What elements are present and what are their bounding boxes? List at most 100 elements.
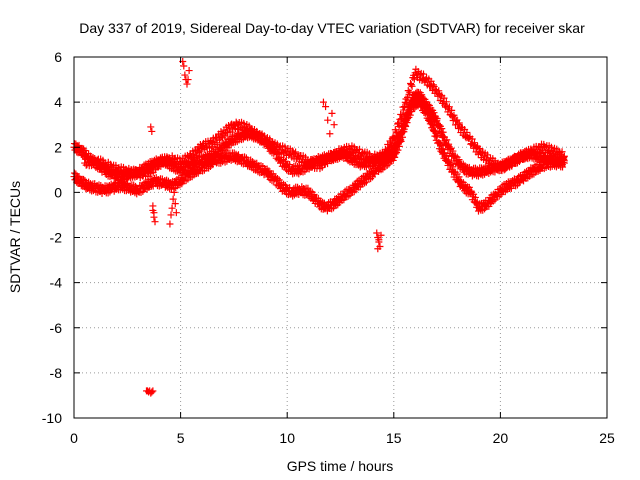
interpolated-markers xyxy=(359,148,376,166)
interpolated-markers xyxy=(237,126,252,144)
data-point xyxy=(185,67,193,75)
data-point xyxy=(147,123,155,131)
interpolated-markers xyxy=(497,156,514,175)
data-point xyxy=(560,152,568,160)
interpolated-markers xyxy=(152,174,167,190)
data-point xyxy=(183,80,191,88)
data-point xyxy=(181,71,189,79)
x-tick-label: 10 xyxy=(279,430,295,446)
interpolated-markers xyxy=(365,163,380,183)
data-point xyxy=(171,200,179,208)
y-tick-label: 2 xyxy=(54,139,62,155)
data-point xyxy=(184,76,192,84)
interpolated-markers xyxy=(160,176,175,193)
data-point xyxy=(148,127,156,135)
data-points xyxy=(70,58,568,397)
data-point xyxy=(374,245,382,253)
interpolated-markers xyxy=(113,163,131,179)
data-point xyxy=(172,209,180,217)
interpolated-markers xyxy=(280,156,295,176)
interpolated-markers xyxy=(508,149,525,170)
data-point xyxy=(400,103,408,111)
x-axis-label: GPS time / hours xyxy=(287,458,394,474)
interpolated-markers xyxy=(81,154,99,170)
interpolated-markers xyxy=(348,142,365,160)
interpolated-markers xyxy=(510,171,525,190)
interpolated-markers xyxy=(397,115,410,145)
y-tick-label: -8 xyxy=(50,365,63,381)
cluster-points xyxy=(179,58,193,88)
interpolated-markers xyxy=(199,137,216,154)
interpolated-markers xyxy=(284,144,301,163)
data-point xyxy=(560,159,568,167)
y-tick-label: -10 xyxy=(42,410,62,426)
interpolated-markers xyxy=(550,144,568,163)
interpolated-markers xyxy=(135,165,152,182)
interpolated-markers xyxy=(263,134,280,154)
y-tick-label: 6 xyxy=(54,49,62,65)
data-point xyxy=(330,121,338,129)
interpolated-markers xyxy=(288,162,303,178)
interpolated-markers xyxy=(126,181,141,198)
data-point xyxy=(148,388,156,396)
interpolated-markers xyxy=(188,141,205,162)
interpolated-markers xyxy=(280,180,295,199)
interpolated-markers xyxy=(544,155,559,171)
interpolated-markers xyxy=(83,178,99,195)
interpolated-markers xyxy=(231,118,248,134)
interpolated-markers xyxy=(228,149,244,166)
y-axis-label: SDTVAR / TECUs xyxy=(7,181,23,293)
interpolated-markers xyxy=(241,120,258,140)
y-tick-label: 0 xyxy=(54,184,62,200)
interpolated-markers xyxy=(297,183,312,199)
chart-title: Day 337 of 2019, Sidereal Day-to-day VTE… xyxy=(79,20,585,36)
interpolated-markers xyxy=(435,121,449,146)
interpolated-markers xyxy=(435,139,449,162)
interpolated-markers xyxy=(476,145,493,168)
interpolated-markers xyxy=(465,133,482,158)
cluster-points xyxy=(166,188,180,228)
series-sdtvar-band-3 xyxy=(81,65,568,182)
data-point xyxy=(319,98,327,106)
data-point xyxy=(375,236,383,244)
interpolated-markers xyxy=(177,169,193,188)
data-point xyxy=(149,387,157,395)
grid-lines xyxy=(74,57,607,418)
data-point xyxy=(150,209,158,217)
interpolated-markers xyxy=(322,198,337,215)
interpolated-markers xyxy=(100,180,116,197)
data-point xyxy=(169,195,177,203)
x-tick-label: 5 xyxy=(177,430,185,446)
interpolated-markers xyxy=(450,168,465,191)
plot-frame xyxy=(73,56,608,419)
y-tick-label: -6 xyxy=(50,320,63,336)
data-point xyxy=(326,130,334,138)
interpolated-markers xyxy=(271,173,286,195)
axis-ticks: 0 5 10 15 20 25 -10 -8 -6 -4 -2 0 2 4 6 xyxy=(42,49,615,446)
data-point xyxy=(151,218,159,226)
interpolated-markers xyxy=(316,153,333,173)
interpolated-markers xyxy=(273,140,290,159)
interpolated-markers xyxy=(476,162,491,179)
data-point xyxy=(167,211,175,219)
interpolated-markers xyxy=(118,178,133,195)
y-tick-label: -4 xyxy=(50,275,63,291)
x-tick-label: 0 xyxy=(70,430,78,446)
interpolated-markers xyxy=(103,158,120,176)
cluster-points xyxy=(147,123,159,226)
interpolated-markers xyxy=(518,145,536,164)
data-point xyxy=(168,204,176,212)
data-point xyxy=(322,103,330,111)
interpolated-markers xyxy=(535,158,551,175)
data-point xyxy=(170,188,178,196)
x-tick-label: 20 xyxy=(493,430,509,446)
x-tick-label: 15 xyxy=(386,430,402,446)
data-point xyxy=(149,202,157,210)
series-sdtvar-band-2 xyxy=(70,95,568,215)
interpolated-markers xyxy=(252,127,269,146)
interpolated-markers xyxy=(211,141,227,159)
x-tick-label: 25 xyxy=(599,430,615,446)
interpolated-markers xyxy=(337,142,354,159)
y-tick-label: 4 xyxy=(54,94,62,110)
